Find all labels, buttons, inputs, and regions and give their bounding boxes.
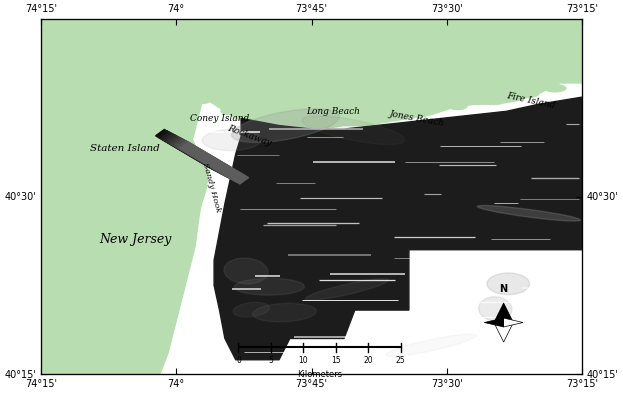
- Text: N: N: [500, 284, 508, 294]
- Polygon shape: [161, 132, 227, 173]
- Text: Long Beach: Long Beach: [307, 107, 360, 116]
- Text: Jones Beach: Jones Beach: [389, 109, 445, 128]
- Ellipse shape: [411, 110, 429, 117]
- Polygon shape: [41, 55, 165, 179]
- Ellipse shape: [221, 108, 240, 114]
- Ellipse shape: [373, 115, 391, 121]
- Polygon shape: [166, 135, 233, 176]
- Ellipse shape: [333, 117, 354, 123]
- Polygon shape: [494, 303, 513, 325]
- Text: Coney Island: Coney Island: [190, 114, 249, 123]
- Text: Fire Island: Fire Island: [505, 91, 556, 110]
- Ellipse shape: [234, 278, 305, 295]
- Text: 20: 20: [363, 356, 373, 365]
- Polygon shape: [484, 318, 503, 327]
- Polygon shape: [169, 136, 236, 177]
- Polygon shape: [156, 129, 221, 169]
- Polygon shape: [503, 318, 523, 327]
- Polygon shape: [494, 323, 513, 342]
- Ellipse shape: [305, 279, 389, 300]
- Ellipse shape: [486, 97, 505, 104]
- Polygon shape: [172, 138, 239, 179]
- Ellipse shape: [517, 90, 539, 97]
- Polygon shape: [158, 131, 224, 171]
- Ellipse shape: [232, 109, 340, 142]
- Polygon shape: [178, 141, 245, 182]
- Text: 10: 10: [298, 356, 308, 365]
- Polygon shape: [41, 19, 209, 374]
- Ellipse shape: [478, 297, 512, 321]
- Text: New Jersey: New Jersey: [100, 233, 172, 246]
- Ellipse shape: [202, 129, 261, 151]
- Ellipse shape: [487, 273, 530, 295]
- Polygon shape: [164, 134, 230, 174]
- Text: Staten Island: Staten Island: [90, 144, 159, 153]
- Ellipse shape: [196, 98, 210, 103]
- Text: Kilometers: Kilometers: [297, 371, 342, 379]
- Polygon shape: [160, 19, 582, 129]
- Ellipse shape: [257, 115, 279, 121]
- Ellipse shape: [295, 117, 317, 123]
- Polygon shape: [180, 142, 249, 184]
- Polygon shape: [174, 140, 242, 181]
- Text: Sandy Hook: Sandy Hook: [201, 162, 222, 213]
- Ellipse shape: [386, 334, 476, 356]
- Text: 15: 15: [331, 356, 341, 365]
- Text: 0: 0: [236, 356, 241, 365]
- Polygon shape: [214, 97, 582, 360]
- Text: 25: 25: [396, 356, 406, 365]
- Ellipse shape: [302, 116, 405, 145]
- Ellipse shape: [233, 302, 269, 317]
- Ellipse shape: [448, 103, 467, 110]
- Ellipse shape: [253, 303, 316, 322]
- Ellipse shape: [545, 85, 566, 92]
- Ellipse shape: [224, 258, 268, 284]
- Text: Rockaway: Rockaway: [226, 124, 272, 148]
- Ellipse shape: [477, 206, 581, 221]
- Text: 5: 5: [269, 356, 273, 365]
